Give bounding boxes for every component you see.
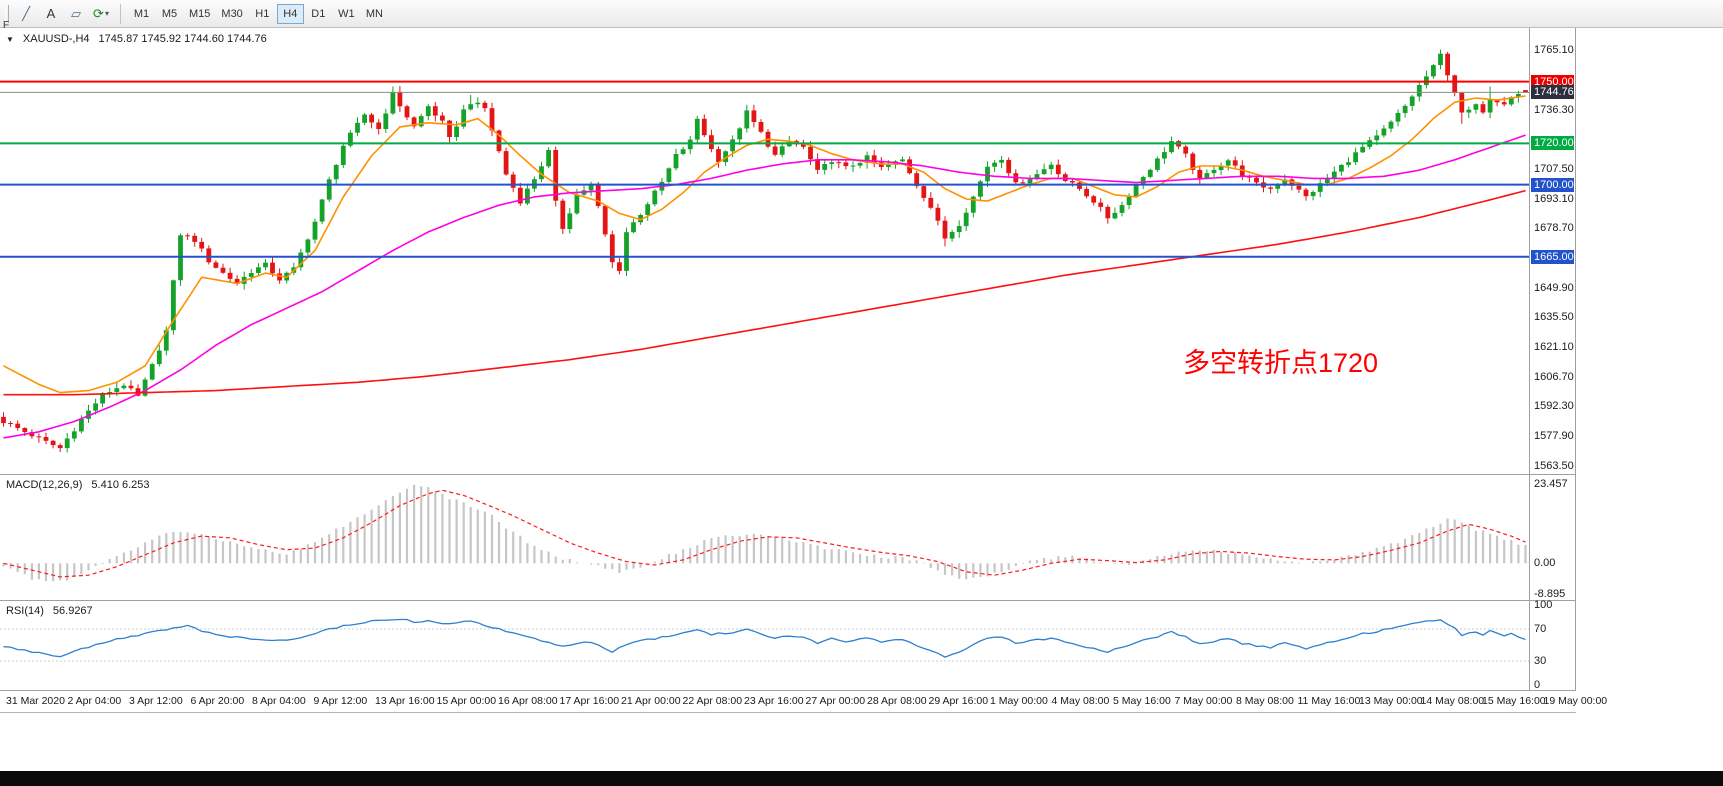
rsi-axis-label: 0 [1534,679,1541,691]
time-axis-label: 29 Apr 16:00 [928,695,989,707]
rsi-axis-label: 70 [1534,623,1547,635]
price-tick-label: 1563.50 [1534,459,1574,472]
time-axis-label: 22 Apr 08:00 [682,695,743,707]
price-tick-label: 1635.50 [1534,311,1574,324]
price-tick-label: 1707.50 [1534,163,1574,176]
macd-panel[interactable]: MACD(12,26,9) 5.410 6.253 23.457 0.00 -8.8… [0,475,1576,601]
time-axis-label: 4 May 08:00 [1051,695,1110,707]
time-axis-label: 31 Mar 2020 [6,695,65,707]
time-axis-label: 27 Apr 00:00 [805,695,866,707]
trendline-icon: ╱ [22,5,30,21]
time-axis-label: 15 Apr 00:00 [436,695,497,707]
time-axis-label: 13 May 00:00 [1359,695,1423,707]
timeframe-button-h4[interactable]: H4 [276,3,304,24]
time-axis-label: 11 May 16:00 [1297,695,1361,707]
shapes-tool-button[interactable]: ▱ [64,3,88,25]
price-line-badge: 1700.00 [1531,177,1574,192]
time-axis-label: 15 May 16:00 [1482,695,1546,707]
price-tick-label: 1606.70 [1534,370,1574,383]
rsi-axis: 100 70 30 0 [1529,599,1575,691]
time-axis-label: 6 Apr 20:00 [190,695,245,707]
time-axis-label: 21 Apr 00:00 [621,695,681,707]
price-line-badge: 1665.00 [1531,249,1574,264]
time-axis-label: 2 Apr 04:00 [67,695,122,707]
macd-axis-label: -8.895 [1534,587,1566,600]
price-line-badge: 1744.76 [1531,85,1574,100]
refresh-icon: ⟳ [93,5,104,21]
dropdown-arrow-icon: ▾ [104,9,109,18]
time-axis-label: 5 May 16:00 [1113,695,1171,707]
price-chart-panel[interactable]: ▼ XAUUSD-,H4 1745.87 1745.92 1744.60 174… [0,28,1576,475]
macd-axis-label: 0.00 [1534,557,1556,570]
price-tick-label: 1736.30 [1534,103,1574,116]
toolbar-separator [120,3,121,24]
text-icon: A [46,6,56,21]
taskbar[interactable] [0,771,1723,786]
price-tick-label: 1693.10 [1534,192,1574,205]
rsi-value: 56.9267 [52,605,93,617]
price-axis: 1765.10 1736.30 1707.50 1693.10 1678.70 1649.… [1529,28,1575,474]
timeframe-button-m1[interactable]: M1 [133,7,150,20]
price-plot[interactable] [0,28,1529,474]
time-axis-label: 8 Apr 04:00 [252,695,306,707]
chart-menu-arrow-icon[interactable]: ▼ [6,34,14,44]
price-tick-label: 1678.70 [1534,222,1574,235]
toolbar-grip[interactable] [5,4,9,23]
macd-axis: 23.457 0.00 -8.895 [1529,475,1575,600]
page-background [0,713,1723,771]
time-axis-label: 13 Apr 16:00 [375,695,435,707]
rsi-panel[interactable]: RSI(14) 56.9267 100 70 30 0 [0,599,1576,691]
rsi-axis-label: 100 [1534,599,1553,611]
time-axis-label: 17 Apr 16:00 [559,695,620,707]
time-axis-label: 23 Apr 16:00 [744,695,804,707]
time-axis-label: 28 Apr 08:00 [867,695,927,707]
timeframe-button-mn[interactable]: MN [365,7,383,20]
timeframe-button-m30[interactable]: M30 [221,7,243,20]
price-tick-label: 1621.10 [1534,341,1574,354]
text-tool-button[interactable]: A [39,3,63,25]
timeframe-button-m15[interactable]: M15 [189,7,211,20]
ohlc-values-label: 1745.87 1745.92 1744.60 1744.76 [98,33,267,45]
timeframe-button-m5[interactable]: M5 [161,7,178,20]
trendline-tool-button[interactable]: ╱ [14,3,38,25]
refresh-tool-button[interactable]: ⟳ ▾ [89,3,113,25]
timeframes-group: M1 M5 M15 M30 H1 H4 D1 W1 MN [128,3,388,24]
time-axis[interactable]: 31 Mar 2020 2 Apr 04:00 3 Apr 12:00 6 Apr 2… [0,691,1607,713]
shapes-icon: ▱ [71,5,81,21]
time-axis-label: 3 Apr 12:00 [129,695,183,707]
price-tick-label: 1577.90 [1534,430,1574,443]
rsi-axis-label: 30 [1534,655,1547,667]
price-tick-label: 1649.90 [1534,281,1574,294]
toolbar: ╱ A ▱ ⟳ ▾ M1 M5 M15 M30 H1 H4 D1 W1 MN [0,0,1723,28]
macd-values: 5.410 6.253 [91,479,150,491]
time-axis-label: 14 May 08:00 [1420,695,1485,707]
time-axis-label: 19 May 00:00 [1543,695,1608,707]
macd-axis-label: 23.457 [1534,477,1568,490]
time-axis-label: 8 May 08:00 [1236,695,1294,707]
price-line-badge: 1750.00 [1531,74,1574,89]
timeframe-button-w1[interactable]: W1 [338,7,355,20]
rsi-label: RSI(14) 56.9267 [6,605,93,617]
timeframe-button-h1[interactable]: H1 [255,7,270,20]
symbol-timeframe-label: XAUUSD-,H4 [22,33,90,45]
time-axis-label: 16 Apr 08:00 [498,695,558,707]
time-axis-label: 1 May 00:00 [990,695,1048,707]
macd-plot[interactable] [0,475,1529,600]
price-tick-label: 1592.30 [1534,400,1574,413]
rsi-plot[interactable] [0,601,1529,690]
macd-label: MACD(12,26,9) 5.410 6.253 [6,479,150,491]
macd-name: MACD(12,26,9) [6,479,83,491]
chart-annotation-text[interactable]: 多空转折点1720 [1183,348,1379,378]
chart-header: ▼ XAUUSD-,H4 1745.87 1745.92 1744.60 174… [6,33,267,45]
price-tick-label: 1765.10 [1534,44,1574,57]
timeframe-button-d1[interactable]: D1 [311,7,326,20]
drawing-tools-group: ╱ A ▱ ⟳ ▾ [14,3,113,25]
time-axis-label: 9 Apr 12:00 [313,695,368,707]
time-axis-label: 7 May 00:00 [1174,695,1233,707]
toolbar-overflow-label: F [3,20,10,31]
price-line-badge: 1720.00 [1531,136,1574,151]
rsi-name: RSI(14) [6,605,44,617]
